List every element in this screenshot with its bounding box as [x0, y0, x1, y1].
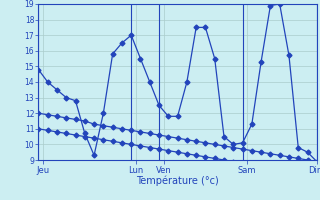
X-axis label: Température (°c): Température (°c): [136, 176, 219, 186]
